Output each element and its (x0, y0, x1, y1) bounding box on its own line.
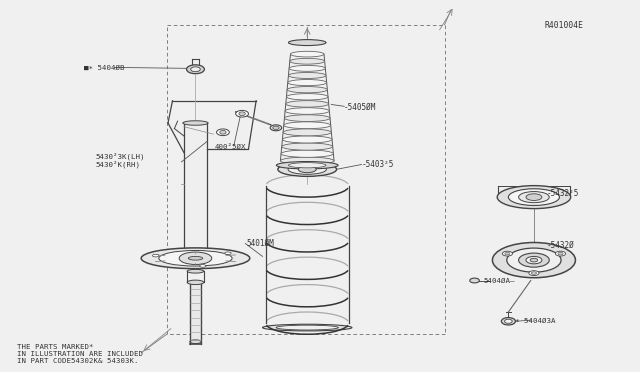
Text: 5430²3K(LH): 5430²3K(LH) (95, 153, 145, 160)
Ellipse shape (289, 65, 325, 71)
Ellipse shape (189, 340, 201, 343)
Ellipse shape (284, 115, 330, 122)
Text: -5403²5: -5403²5 (362, 160, 394, 169)
Ellipse shape (289, 73, 326, 78)
Ellipse shape (286, 101, 329, 107)
Ellipse shape (276, 325, 339, 330)
Ellipse shape (282, 136, 332, 143)
Ellipse shape (186, 65, 204, 74)
Ellipse shape (289, 39, 326, 45)
Ellipse shape (284, 122, 331, 129)
Ellipse shape (529, 271, 539, 276)
Ellipse shape (184, 251, 207, 254)
Ellipse shape (508, 189, 559, 205)
Text: ∗ 5404Ø3A: ∗ 5404Ø3A (515, 318, 556, 324)
Ellipse shape (287, 94, 328, 100)
Ellipse shape (191, 67, 200, 72)
Ellipse shape (497, 186, 571, 209)
Ellipse shape (280, 157, 334, 164)
Ellipse shape (507, 248, 561, 272)
Ellipse shape (152, 254, 159, 257)
Ellipse shape (298, 166, 316, 173)
Ellipse shape (502, 251, 513, 256)
Ellipse shape (187, 280, 204, 285)
Ellipse shape (287, 87, 327, 93)
Ellipse shape (270, 125, 282, 131)
Ellipse shape (283, 129, 332, 136)
Text: -5405ØM: -5405ØM (344, 103, 376, 112)
Ellipse shape (179, 252, 212, 264)
Ellipse shape (288, 80, 326, 86)
Ellipse shape (239, 112, 245, 116)
Text: THE PARTS MARKED*
IN ILLUSTRATION ARE INCLUDED
IN PART CODE54302K& 54303K.: THE PARTS MARKED* IN ILLUSTRATION ARE IN… (17, 343, 143, 363)
Ellipse shape (276, 161, 338, 169)
Ellipse shape (526, 256, 542, 264)
Ellipse shape (518, 192, 549, 203)
Ellipse shape (285, 108, 330, 114)
Ellipse shape (273, 126, 279, 129)
Ellipse shape (505, 252, 510, 255)
Ellipse shape (141, 248, 250, 269)
Polygon shape (184, 123, 207, 253)
Text: 5404ØA–: 5404ØA– (483, 278, 515, 284)
Ellipse shape (531, 272, 536, 275)
Ellipse shape (290, 58, 324, 64)
Text: 400²5ØX: 400²5ØX (214, 143, 246, 150)
Ellipse shape (159, 250, 232, 266)
Ellipse shape (501, 318, 515, 325)
Ellipse shape (291, 51, 324, 57)
Ellipse shape (216, 129, 229, 136)
Ellipse shape (504, 319, 512, 323)
Ellipse shape (526, 194, 542, 201)
Text: ■∗ 5404ØB: ■∗ 5404ØB (84, 64, 124, 70)
Ellipse shape (470, 278, 479, 283)
Ellipse shape (282, 143, 333, 150)
Ellipse shape (518, 253, 549, 267)
Text: 5430²K(RH): 5430²K(RH) (95, 160, 140, 167)
Ellipse shape (183, 121, 208, 125)
Ellipse shape (225, 252, 231, 254)
Text: -5432²5: -5432²5 (547, 189, 579, 198)
Text: 5401ØM: 5401ØM (246, 239, 275, 248)
Ellipse shape (262, 324, 352, 331)
Ellipse shape (187, 269, 204, 273)
Ellipse shape (288, 164, 326, 174)
Ellipse shape (530, 258, 538, 262)
Polygon shape (189, 284, 201, 341)
Ellipse shape (289, 163, 326, 168)
Ellipse shape (556, 251, 566, 256)
Ellipse shape (188, 256, 203, 260)
Ellipse shape (492, 243, 575, 278)
Ellipse shape (236, 110, 248, 117)
Text: -5432Ø: -5432Ø (547, 241, 575, 250)
Ellipse shape (558, 252, 563, 255)
Ellipse shape (200, 264, 206, 267)
Text: R401004E: R401004E (545, 22, 584, 31)
Ellipse shape (278, 162, 337, 176)
Ellipse shape (281, 150, 333, 157)
Ellipse shape (220, 131, 226, 134)
